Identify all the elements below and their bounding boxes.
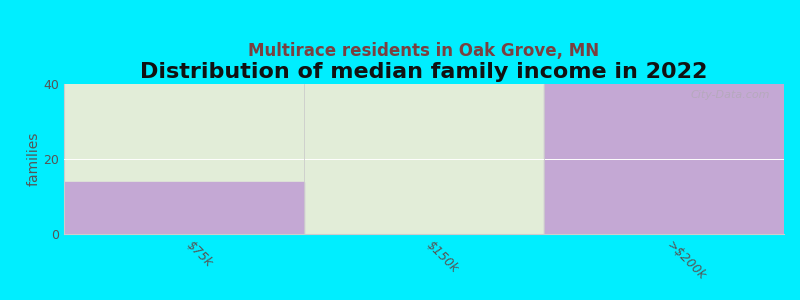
Text: Multirace residents in Oak Grove, MN: Multirace residents in Oak Grove, MN bbox=[249, 42, 599, 60]
Bar bbox=[64, 84, 304, 234]
Bar bbox=[64, 182, 304, 234]
Y-axis label: families: families bbox=[26, 132, 41, 186]
Text: City-Data.com: City-Data.com bbox=[690, 90, 770, 100]
Bar bbox=[304, 84, 544, 234]
Bar bbox=[544, 84, 784, 234]
Title: Distribution of median family income in 2022: Distribution of median family income in … bbox=[140, 62, 708, 82]
